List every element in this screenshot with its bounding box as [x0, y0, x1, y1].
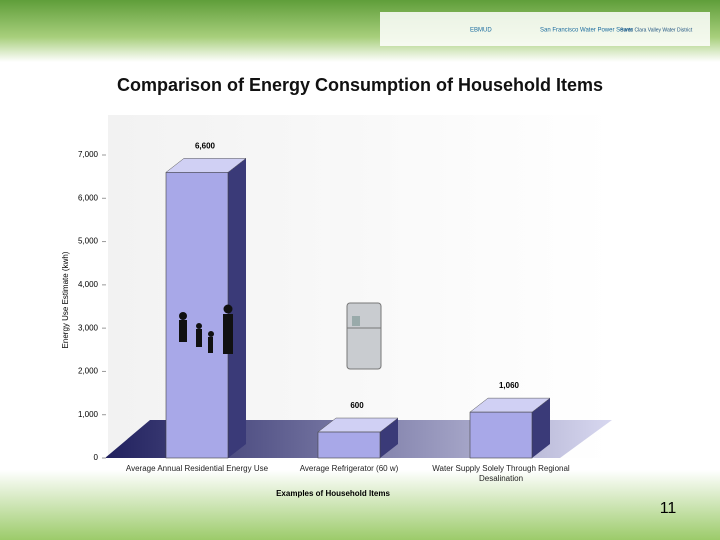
bar	[469, 411, 533, 459]
bar-side	[380, 418, 398, 458]
bar	[165, 172, 229, 459]
x-tick-label: Average Annual Residential Energy Use	[125, 464, 269, 473]
x-tick-label-box: Average Refrigerator (60 w)	[299, 464, 399, 473]
x-tick-label-box: Water Supply Solely Through Regional Des…	[432, 464, 570, 483]
value-label: 6,600	[195, 141, 216, 150]
footer-band	[0, 470, 720, 540]
bar	[317, 431, 381, 459]
y-tick-label: 5,000	[78, 237, 99, 246]
logo-strip	[380, 12, 710, 46]
x-tick-label: Average Refrigerator (60 w)	[299, 464, 399, 473]
y-tick-label: 7,000	[78, 150, 99, 159]
logo: San Francisco Water Power Sewer	[540, 28, 633, 34]
value-label: 1,060	[499, 381, 520, 390]
x-axis-title: Examples of Household Items	[276, 489, 390, 498]
chart-title: Comparison of Energy Consumption of Hous…	[117, 75, 603, 95]
y-tick-label: 0	[94, 453, 99, 462]
illustrations	[179, 302, 382, 370]
bar-side	[532, 398, 550, 458]
y-tick-label: 2,000	[78, 367, 99, 376]
logo: Santa Clara Valley Water District	[620, 27, 693, 33]
value-label: 600	[350, 401, 364, 410]
y-tick-label: 1,000	[78, 410, 99, 419]
y-tick-label: 4,000	[78, 280, 99, 289]
page-number: 11	[660, 500, 677, 517]
logo: EBMUD	[470, 28, 492, 34]
y-tick-label: 3,000	[78, 323, 99, 332]
bar-side	[228, 158, 246, 459]
x-tick-label: Water Supply Solely Through Regional Des…	[432, 464, 570, 483]
x-tick-label-box: Average Annual Residential Energy Use	[125, 464, 269, 473]
y-tick-label: 6,000	[78, 193, 99, 202]
y-axis-title: Energy Use Estimate (kwh)	[61, 251, 70, 348]
